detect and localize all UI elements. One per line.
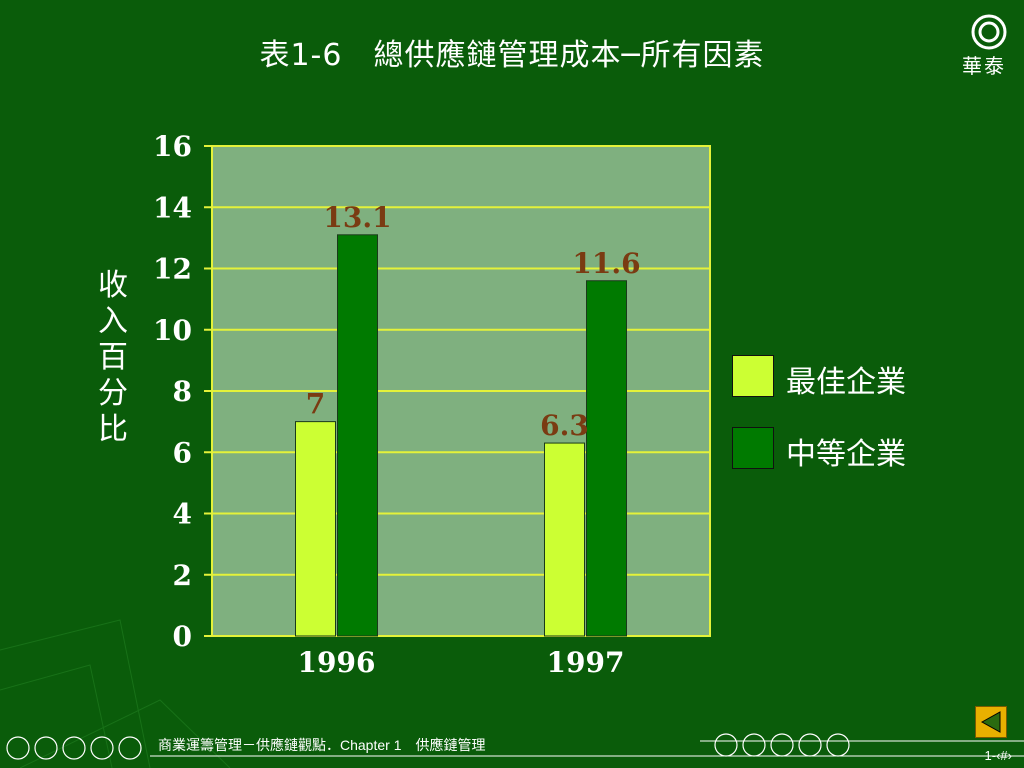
y-tick-label: 2	[173, 559, 192, 592]
data-label: 11.6	[572, 247, 640, 280]
y-tick-label: 4	[173, 498, 192, 531]
x-category-label: 1997	[547, 646, 625, 679]
legend-swatch	[732, 427, 774, 469]
y-tick-label: 14	[153, 191, 192, 224]
company-logo-icon	[971, 14, 1007, 50]
bar-1997-series-1	[586, 280, 627, 637]
bar-1996-series-0	[295, 421, 336, 637]
y-tick-label: 16	[153, 130, 192, 163]
data-label: 13.1	[323, 201, 391, 234]
y-tick-label: 12	[153, 253, 192, 286]
logo-text: 華泰	[962, 54, 1006, 78]
data-label: 7	[306, 388, 325, 421]
triangle-left-icon	[980, 711, 1001, 733]
slide-title: 表1-6 總供應鏈管理成本─所有因素	[259, 38, 765, 73]
legend-label: 最佳企業	[786, 365, 906, 400]
data-labels: 7 13.1 6.3 11.6	[306, 201, 641, 442]
x-category-label: 1996	[298, 646, 376, 679]
data-label: 6.3	[540, 409, 589, 442]
y-tick-labels: 0 2 4 6 8 10 12 14 16	[153, 130, 192, 653]
y-tick-label: 0	[173, 620, 192, 653]
bar-1996-series-1	[337, 234, 378, 637]
bar-1997-series-0	[544, 442, 585, 637]
y-tick-label: 6	[173, 436, 192, 469]
x-category-labels: 1996 1997	[298, 646, 625, 679]
legend-swatch	[732, 355, 774, 397]
footer-text: 商業運籌管理－供應鏈觀點．Chapter 1 供應鏈管理	[158, 737, 486, 753]
bars	[295, 234, 627, 637]
y-tick-label: 10	[153, 314, 192, 347]
previous-slide-button[interactable]	[975, 706, 1007, 738]
legend-label: 中等企業	[786, 437, 906, 472]
y-axis-label: 收入百分比	[98, 268, 128, 447]
y-tick-label: 8	[173, 375, 192, 408]
page-number: 1-‹#›	[984, 748, 1012, 763]
